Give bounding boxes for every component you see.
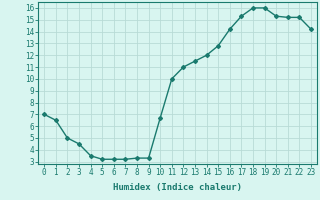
X-axis label: Humidex (Indice chaleur): Humidex (Indice chaleur) — [113, 183, 242, 192]
